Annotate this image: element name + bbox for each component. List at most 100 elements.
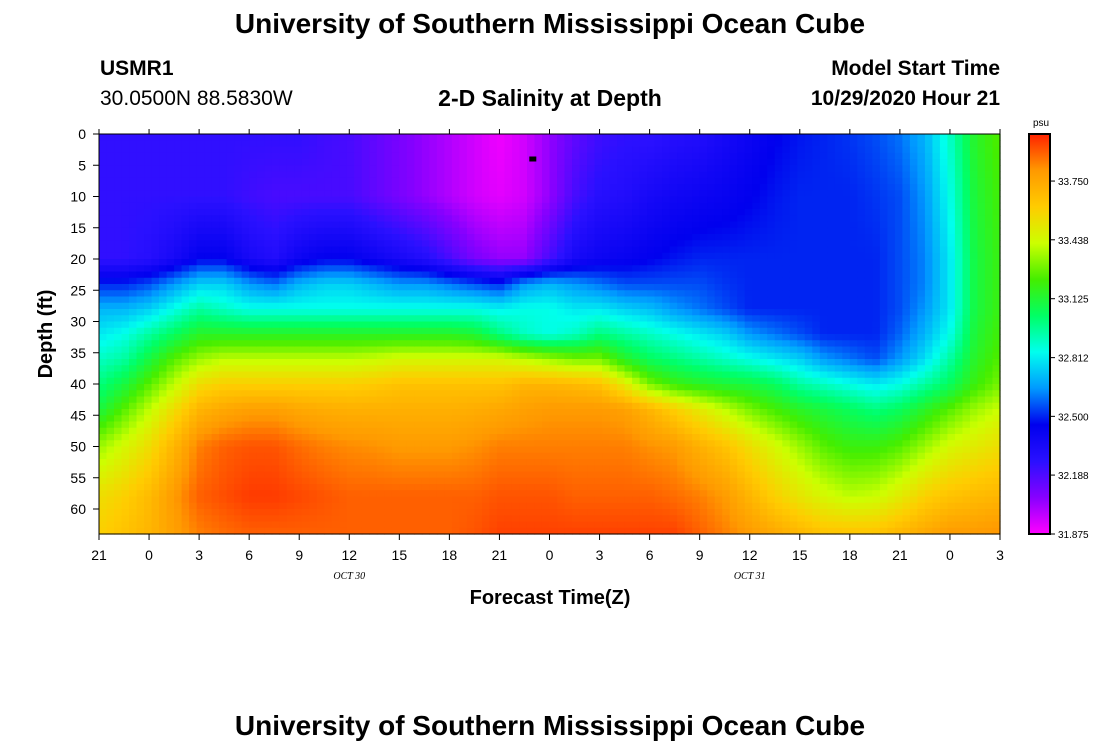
heatmap-cell [316, 246, 325, 254]
heatmap-cell [384, 215, 393, 223]
heatmap-cell [181, 321, 190, 329]
heatmap-cell [399, 252, 408, 260]
heatmap-cell [354, 234, 363, 241]
heatmap-cell [174, 302, 183, 310]
heatmap-cell [159, 290, 168, 298]
heatmap-cell [369, 390, 378, 398]
heatmap-cell [421, 165, 430, 173]
heatmap-cell [354, 202, 363, 210]
heatmap-cell [226, 527, 235, 535]
heatmap-cell [144, 434, 153, 441]
heatmap-cell [391, 309, 400, 316]
heatmap-cell [159, 171, 168, 179]
heatmap-cell [677, 290, 686, 298]
heatmap-cell [189, 434, 198, 441]
heatmap-cell [376, 471, 385, 479]
heatmap-cell [654, 309, 663, 316]
heatmap-cell [226, 277, 235, 285]
heatmap-cell [669, 477, 678, 485]
heatmap-cell [632, 384, 641, 391]
heatmap-cell [519, 177, 528, 185]
heatmap-cell [346, 146, 355, 154]
heatmap-cell [677, 221, 686, 229]
heatmap-cell [632, 465, 641, 473]
heatmap-cell [594, 202, 603, 210]
heatmap-cell [406, 246, 415, 254]
heatmap-cell [399, 146, 408, 154]
heatmap-cell [669, 327, 678, 335]
heatmap-cell [444, 377, 453, 385]
heatmap-cell [459, 271, 468, 279]
heatmap-cell [511, 484, 521, 491]
heatmap-cell [541, 471, 551, 479]
heatmap-cell [346, 309, 355, 316]
heatmap-cell [489, 215, 498, 223]
heatmap-cell [526, 152, 536, 160]
heatmap-cell [609, 509, 618, 516]
heatmap-cell [159, 352, 168, 360]
heatmap-cell [271, 140, 280, 148]
heatmap-cell [106, 427, 115, 435]
heatmap-cell [587, 415, 596, 423]
heatmap-cell [496, 265, 506, 273]
heatmap-cell [234, 465, 243, 473]
heatmap-cell [271, 190, 280, 198]
heatmap-cell [181, 334, 190, 341]
heatmap-cell [534, 359, 543, 366]
heatmap-cell [294, 434, 303, 441]
heatmap-cell [324, 496, 333, 504]
heatmap-cell [249, 171, 258, 179]
heatmap-cell [526, 209, 536, 216]
heatmap-cell [677, 196, 686, 204]
heatmap-cell [481, 327, 491, 335]
heatmap-cell [587, 271, 596, 279]
heatmap-cell [189, 240, 198, 248]
heatmap-cell [211, 396, 220, 404]
heatmap-cell [136, 202, 145, 210]
heatmap-cell [444, 184, 453, 191]
heatmap-cell [151, 346, 160, 354]
heatmap-cell [316, 277, 325, 285]
heatmap-cell [474, 415, 483, 423]
heatmap-cell [677, 252, 686, 260]
heatmap-cell [219, 215, 228, 223]
heatmap-cell [579, 134, 588, 141]
heatmap-cell [609, 315, 618, 323]
heatmap-cell [361, 327, 370, 335]
heatmap-cell [166, 390, 175, 398]
heatmap-cell [489, 477, 498, 485]
heatmap-cell [174, 496, 183, 504]
heatmap-cell [632, 521, 641, 529]
heatmap-cell [632, 371, 641, 379]
heatmap-cell [549, 502, 558, 510]
heatmap-cell [376, 146, 385, 154]
heatmap-cell [249, 365, 258, 373]
heatmap-cell [294, 309, 303, 316]
heatmap-cell [662, 252, 671, 260]
heatmap-cell [256, 296, 265, 304]
heatmap-cell [609, 146, 618, 154]
heatmap-cell [286, 215, 295, 223]
heatmap-cell [414, 484, 423, 491]
heatmap-cell [354, 302, 363, 310]
heatmap-cell [204, 415, 213, 423]
heatmap-cell [249, 352, 258, 360]
heatmap-cell [481, 390, 491, 398]
heatmap-cell [451, 227, 460, 235]
heatmap-cell [121, 159, 130, 166]
heatmap-cell [534, 146, 543, 154]
heatmap-cell [534, 284, 543, 291]
heatmap-cell [99, 377, 108, 385]
heatmap-cell [489, 371, 498, 379]
heatmap-cell [474, 477, 483, 485]
heatmap-cell [496, 240, 506, 248]
heatmap-cell [339, 509, 348, 516]
heatmap-cell [489, 527, 498, 535]
heatmap-cell [489, 265, 498, 273]
heatmap-cell [256, 252, 265, 260]
heatmap-cell [174, 527, 183, 535]
heatmap-cell [654, 484, 663, 491]
heatmap-cell [534, 327, 543, 335]
heatmap-cell [481, 209, 491, 216]
heatmap-cell [587, 134, 596, 141]
